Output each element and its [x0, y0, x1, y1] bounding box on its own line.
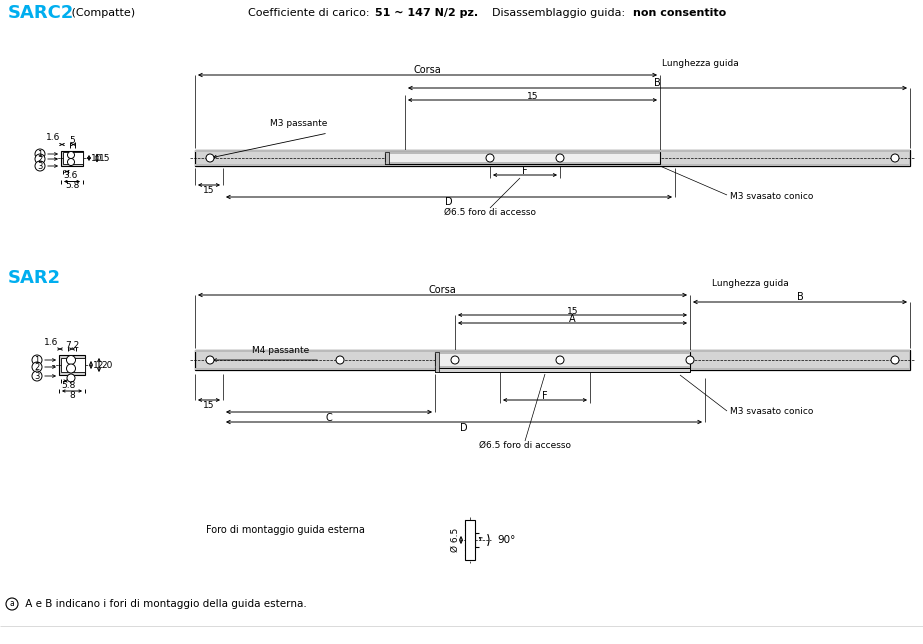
Circle shape: [891, 356, 899, 364]
Bar: [435, 352, 690, 354]
Text: M3 passante: M3 passante: [270, 118, 328, 128]
Text: Lunghezza guida: Lunghezza guida: [712, 278, 788, 287]
Bar: [385, 162, 660, 164]
Text: A: A: [569, 314, 576, 324]
Text: 3: 3: [34, 372, 40, 381]
Text: 8: 8: [69, 390, 75, 399]
Text: 15: 15: [567, 307, 578, 316]
Text: Foro di montaggio guida esterna: Foro di montaggio guida esterna: [206, 525, 365, 535]
Bar: [63, 152, 83, 164]
Bar: [195, 164, 910, 166]
Circle shape: [35, 154, 45, 164]
Text: 15: 15: [100, 153, 111, 162]
Circle shape: [35, 149, 45, 159]
Text: B: B: [797, 292, 803, 302]
Text: 1: 1: [37, 149, 42, 158]
Bar: [59, 355, 85, 375]
Text: (Compatte): (Compatte): [68, 8, 135, 18]
Text: Disassemblaggio guida:: Disassemblaggio guida:: [485, 8, 629, 18]
Circle shape: [206, 356, 214, 364]
Circle shape: [35, 161, 45, 171]
Bar: [385, 152, 389, 164]
Text: 1.6: 1.6: [46, 133, 60, 142]
Text: F: F: [522, 166, 528, 176]
Text: SAR2: SAR2: [8, 269, 61, 287]
Text: M3 svasato conico: M3 svasato conico: [730, 408, 813, 417]
Circle shape: [486, 154, 494, 162]
Text: 1: 1: [34, 355, 40, 365]
Bar: [435, 368, 690, 372]
Bar: [435, 352, 439, 372]
Text: 10: 10: [91, 153, 102, 162]
Text: 3.6: 3.6: [63, 171, 78, 180]
Circle shape: [556, 154, 564, 162]
Text: 7.2: 7.2: [65, 341, 79, 350]
Text: 5: 5: [69, 136, 75, 145]
Text: 90°: 90°: [497, 535, 516, 545]
Text: D: D: [461, 423, 468, 433]
Text: Ø6.5 foro di accesso: Ø6.5 foro di accesso: [479, 440, 571, 450]
Text: 1.6: 1.6: [43, 337, 58, 346]
Text: 5.8: 5.8: [65, 181, 79, 190]
Text: M3 svasato conico: M3 svasato conico: [730, 191, 813, 200]
Bar: [195, 150, 910, 166]
Circle shape: [891, 154, 899, 162]
Circle shape: [206, 154, 214, 162]
Text: F: F: [542, 391, 548, 401]
Circle shape: [451, 356, 459, 364]
Text: 15: 15: [203, 185, 215, 194]
Text: 2: 2: [34, 363, 40, 372]
Text: 20: 20: [102, 361, 113, 370]
Circle shape: [32, 355, 42, 365]
Text: 5.8: 5.8: [61, 381, 75, 390]
Bar: [435, 352, 690, 368]
Text: A e B indicano i fori di montaggio della guida esterna.: A e B indicano i fori di montaggio della…: [22, 599, 306, 609]
Circle shape: [556, 356, 564, 364]
Text: 51 ~ 147 N/2 pz.: 51 ~ 147 N/2 pz.: [375, 8, 478, 18]
Bar: [195, 350, 910, 352]
Text: 15: 15: [527, 91, 538, 100]
Text: Corsa: Corsa: [428, 285, 456, 295]
Text: Ø 6.5: Ø 6.5: [450, 528, 460, 552]
Text: C: C: [326, 413, 332, 423]
Bar: [385, 152, 660, 154]
Circle shape: [67, 151, 75, 158]
Bar: [61, 358, 85, 372]
Text: Lunghezza guida: Lunghezza guida: [662, 59, 738, 68]
Bar: [195, 150, 910, 152]
Text: Corsa: Corsa: [414, 65, 441, 75]
Bar: [195, 350, 910, 370]
Bar: [435, 366, 690, 368]
Text: 12: 12: [93, 361, 104, 370]
Circle shape: [6, 598, 18, 610]
Circle shape: [32, 371, 42, 381]
Bar: [465, 520, 475, 560]
Text: Ø6.5 foro di accesso: Ø6.5 foro di accesso: [444, 207, 536, 216]
Text: 3: 3: [37, 162, 42, 171]
Text: D: D: [445, 197, 453, 207]
Circle shape: [67, 374, 75, 382]
Bar: [385, 152, 660, 164]
Bar: [195, 368, 910, 370]
Circle shape: [32, 362, 42, 372]
Circle shape: [336, 356, 344, 364]
Text: non consentito: non consentito: [633, 8, 726, 18]
Text: 2: 2: [37, 155, 42, 164]
Text: SARC2: SARC2: [8, 4, 75, 22]
Circle shape: [66, 355, 76, 365]
Bar: [61, 151, 83, 166]
Text: B: B: [654, 78, 661, 88]
Circle shape: [686, 356, 694, 364]
Text: 15: 15: [203, 401, 215, 410]
Circle shape: [67, 158, 75, 166]
Text: M4 passante: M4 passante: [252, 345, 309, 354]
Text: a: a: [9, 600, 15, 609]
Circle shape: [66, 364, 76, 373]
Text: Coefficiente di carico:: Coefficiente di carico:: [248, 8, 373, 18]
